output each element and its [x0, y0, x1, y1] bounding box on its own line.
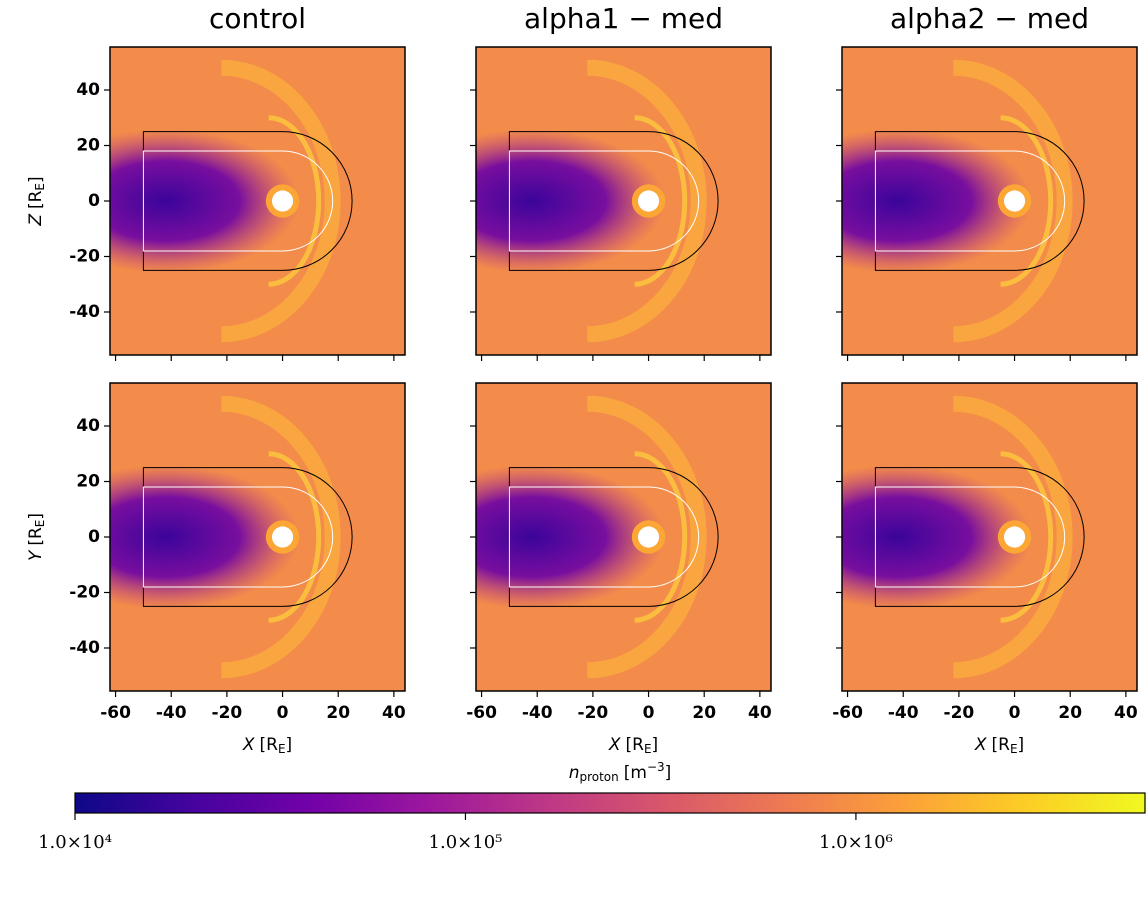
x-tick-label: -60 — [832, 703, 863, 723]
x-tick-label: 0 — [643, 703, 655, 723]
white-contour — [142, 486, 334, 588]
x-tick-label: -60 — [100, 703, 131, 723]
x-tick-label: -60 — [466, 703, 497, 723]
white-contour — [874, 150, 1066, 252]
x-tick-label: -40 — [888, 703, 919, 723]
inner-boundary — [271, 526, 294, 548]
white-contour — [142, 150, 334, 252]
magnetotail — [842, 128, 1032, 274]
y-tick-label: -40 — [69, 638, 100, 658]
x-tick-label: -20 — [212, 703, 243, 723]
x-tick-label: -40 — [522, 703, 553, 723]
x-tick-label: 20 — [692, 703, 716, 723]
x-tick-label: 0 — [277, 703, 289, 723]
x-tick-label: -40 — [156, 703, 187, 723]
panel-title: control — [209, 2, 306, 35]
black-contour — [508, 467, 719, 607]
x-tick-label: 40 — [748, 703, 772, 723]
x-tick-label: -20 — [578, 703, 609, 723]
magnetotail — [476, 464, 666, 610]
y-tick-label: 40 — [76, 416, 100, 436]
inner-boundary — [637, 190, 660, 212]
white-contour — [508, 486, 700, 588]
y-tick-label: 0 — [88, 191, 100, 211]
magnetotail — [842, 464, 1032, 610]
black-contour — [874, 467, 1085, 607]
x-tick-label: 20 — [1058, 703, 1082, 723]
magnetotail — [476, 128, 666, 274]
magnetotail — [110, 128, 300, 274]
heatmap — [476, 383, 771, 691]
magnetosheath — [1000, 115, 1054, 287]
magnetosheath — [634, 115, 688, 287]
y-axis-label: Z[RE] — [26, 176, 47, 226]
inner-boundary — [1003, 526, 1026, 548]
magnetosheath — [634, 451, 688, 623]
y-tick-label: 20 — [76, 472, 100, 492]
y-tick-label: -40 — [69, 302, 100, 322]
colorbar-tick-label: 1.0×10⁶ — [819, 832, 893, 853]
colorbar-tick-label: 1.0×10⁴ — [38, 832, 112, 853]
white-contour — [508, 150, 700, 252]
heatmap — [476, 47, 771, 355]
colorbar-tick-label: 1.0×10⁵ — [429, 832, 503, 853]
magnetotail — [110, 464, 300, 610]
magnetosheath — [268, 451, 322, 623]
x-tick-label: 0 — [1009, 703, 1021, 723]
black-contour — [508, 131, 719, 271]
y-tick-label: 0 — [88, 527, 100, 547]
y-tick-label: -20 — [69, 246, 100, 266]
colorbar — [74, 792, 1146, 814]
x-axis-label: X [RE] — [608, 735, 658, 756]
heatmap — [842, 47, 1137, 355]
black-contour — [142, 467, 353, 607]
black-contour — [874, 131, 1085, 271]
heatmap — [110, 383, 405, 691]
white-contour — [874, 486, 1066, 588]
inner-boundary — [637, 526, 660, 548]
x-tick-label: 40 — [1114, 703, 1138, 723]
x-axis-label: X [RE] — [242, 735, 292, 756]
y-tick-label: -20 — [69, 582, 100, 602]
black-contour — [142, 131, 353, 271]
y-tick-label: 20 — [76, 136, 100, 156]
magnetosheath — [268, 115, 322, 287]
inner-boundary — [271, 190, 294, 212]
colorbar-label: nproton [m−3] — [569, 760, 672, 784]
magnetosheath — [1000, 451, 1054, 623]
heatmap — [842, 383, 1137, 691]
heatmap — [110, 47, 405, 355]
x-tick-label: 20 — [326, 703, 350, 723]
panel-title: alpha2 − med — [890, 2, 1089, 35]
y-axis-label: Y[RE] — [26, 513, 47, 561]
x-tick-label: 40 — [382, 703, 406, 723]
y-tick-label: 40 — [76, 80, 100, 100]
x-tick-label: -20 — [944, 703, 975, 723]
x-axis-label: X [RE] — [974, 735, 1024, 756]
panel-title: alpha1 − med — [524, 2, 723, 35]
inner-boundary — [1003, 190, 1026, 212]
